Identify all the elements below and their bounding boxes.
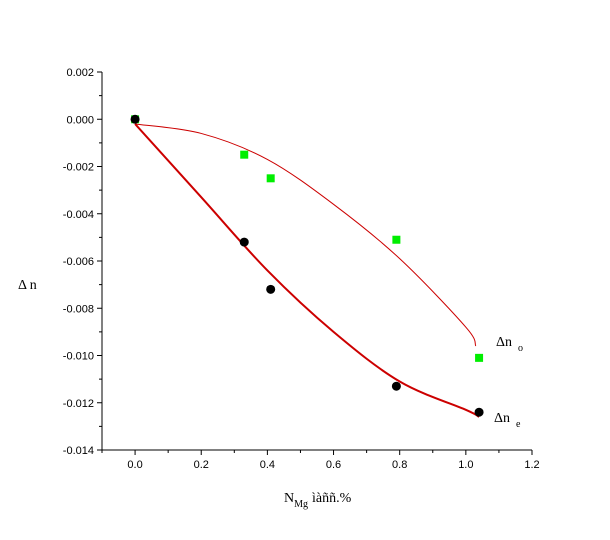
annotation-delta-n-e-sub: e	[516, 419, 521, 430]
y-tick-label: -0.010	[63, 351, 94, 363]
x-axis-label-main: N	[284, 491, 294, 506]
x-tick-label: 0.2	[194, 459, 209, 471]
y-tick-label: -0.014	[63, 445, 94, 457]
fit-curve-delta-n-e	[134, 123, 480, 418]
data-points	[130, 114, 484, 417]
y-tick-label: 0.000	[66, 114, 94, 126]
annotation-delta-n-e-base: Δn	[494, 411, 510, 426]
annotation-delta-n-o: Δn o	[496, 335, 523, 354]
x-tick-label: 0.0	[127, 459, 142, 471]
data-point-delta-n-e	[391, 381, 401, 391]
data-point-delta-n-o	[240, 150, 249, 159]
data-point-delta-n-o	[392, 235, 401, 244]
data-point-delta-n-e	[266, 284, 276, 294]
y-tick-label: -0.004	[63, 209, 94, 221]
y-tick-label: 0.002	[66, 67, 94, 79]
y-tick-label: -0.002	[63, 162, 94, 174]
data-point-delta-n-e	[474, 407, 484, 417]
y-tick-label: -0.012	[63, 398, 94, 410]
data-point-delta-n-e	[239, 237, 249, 247]
axes: 0.0 0.2 0.4 0.6 0.8 1.0 1.2 0.002 0.000 -0.002 -0.…	[63, 67, 540, 471]
fit-curves	[134, 123, 480, 418]
y-tick-label: -0.006	[63, 256, 94, 268]
x-tick-label: 0.4	[260, 459, 275, 471]
x-tick-label: 1.0	[458, 459, 473, 471]
y-axis-label: Δ n	[18, 278, 37, 293]
x-tick-label: 1.2	[524, 459, 539, 471]
x-tick-label: 0.8	[392, 459, 407, 471]
data-point-delta-n-o	[475, 353, 484, 362]
fit-curve-delta-n-o	[135, 123, 477, 347]
annotation-delta-n-e: Δn e	[494, 411, 521, 430]
x-tick-label: 0.6	[326, 459, 341, 471]
annotation-delta-n-o-sub: o	[518, 343, 523, 354]
x-axis-label-rest: ìàññ.%	[312, 491, 352, 506]
y-tick-label: -0.008	[63, 303, 94, 315]
data-point-delta-n-e	[130, 114, 140, 124]
x-axis-label: NMg ìàññ.%	[284, 491, 352, 510]
annotation-delta-n-o-base: Δn	[496, 335, 512, 350]
x-axis-label-sub: Mg	[294, 499, 308, 510]
data-point-delta-n-o	[266, 174, 275, 183]
